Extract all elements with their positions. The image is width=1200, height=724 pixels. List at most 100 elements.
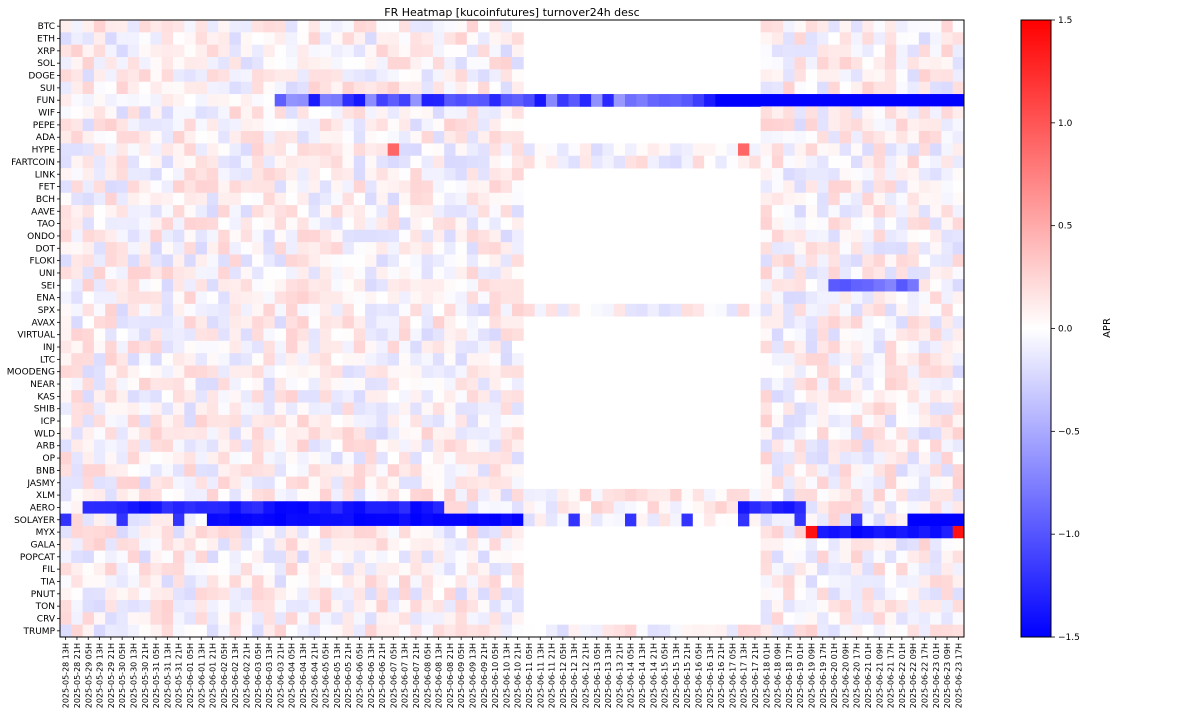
heatmap-cell bbox=[150, 131, 163, 144]
heatmap-cell bbox=[862, 402, 874, 416]
heatmap-cell bbox=[229, 587, 242, 601]
heatmap-cell bbox=[930, 451, 942, 465]
heatmap-cell bbox=[127, 402, 140, 416]
heatmap-cell bbox=[500, 525, 513, 539]
heatmap-cell bbox=[116, 550, 129, 564]
x-tick-label: 2025-06-13 05H bbox=[593, 643, 602, 708]
heatmap-cell bbox=[918, 192, 931, 206]
heatmap-cell bbox=[489, 242, 502, 255]
heatmap-cell bbox=[930, 57, 942, 70]
heatmap-cell bbox=[500, 20, 513, 33]
heatmap-cell bbox=[127, 69, 140, 83]
heatmap-cell bbox=[365, 180, 377, 194]
heatmap-cell bbox=[252, 402, 264, 416]
heatmap-cell bbox=[828, 217, 841, 231]
heatmap-cell bbox=[387, 106, 400, 120]
heatmap-cell bbox=[884, 118, 897, 132]
heatmap-cell bbox=[783, 81, 795, 95]
heatmap-cell bbox=[240, 402, 253, 416]
heatmap-cell bbox=[150, 488, 163, 502]
heatmap-cell bbox=[817, 353, 829, 366]
heatmap-cell bbox=[139, 217, 151, 231]
heatmap-cell bbox=[263, 550, 276, 564]
heatmap-cell bbox=[399, 217, 411, 231]
heatmap-cell bbox=[771, 32, 784, 46]
heatmap-cell bbox=[139, 538, 151, 552]
heatmap-cell bbox=[421, 20, 434, 33]
heatmap-cell bbox=[421, 476, 434, 490]
heatmap-cell bbox=[512, 599, 524, 613]
heatmap-cell bbox=[93, 513, 106, 527]
x-tick-label: 2025-06-13 21H bbox=[615, 643, 624, 708]
heatmap-cell bbox=[862, 32, 874, 46]
heatmap-cell bbox=[828, 254, 841, 268]
heatmap-cell bbox=[127, 488, 140, 502]
heatmap-cell bbox=[760, 476, 773, 490]
heatmap-cell bbox=[195, 81, 208, 95]
heatmap-cell bbox=[873, 365, 886, 379]
x-tick-label: 2025-06-15 05H bbox=[661, 643, 670, 708]
heatmap-cell bbox=[116, 81, 129, 95]
heatmap-cell bbox=[862, 538, 874, 552]
heatmap-cell bbox=[444, 365, 456, 379]
heatmap-cell bbox=[783, 131, 795, 144]
heatmap-cell bbox=[150, 81, 163, 95]
heatmap-cell bbox=[161, 513, 174, 527]
heatmap-cell bbox=[512, 501, 524, 514]
heatmap-cell bbox=[206, 192, 219, 206]
heatmap-cell bbox=[60, 242, 72, 255]
heatmap-cell bbox=[952, 587, 965, 601]
heatmap-cell bbox=[421, 44, 434, 58]
heatmap-cell bbox=[229, 32, 242, 46]
heatmap-cell bbox=[896, 81, 908, 95]
heatmap-cell bbox=[512, 575, 524, 589]
heatmap-cell bbox=[376, 562, 389, 576]
heatmap-cell bbox=[206, 501, 219, 514]
heatmap-cell bbox=[670, 303, 682, 317]
heatmap-cell bbox=[342, 599, 355, 613]
heatmap-cell bbox=[771, 439, 784, 453]
heatmap-cell bbox=[828, 192, 841, 206]
heatmap-cell bbox=[896, 612, 908, 626]
y-tick-label: FIL bbox=[42, 565, 55, 575]
heatmap-cell bbox=[466, 476, 479, 490]
heatmap-cell bbox=[105, 390, 117, 403]
heatmap-cell bbox=[139, 476, 151, 490]
heatmap-cell bbox=[365, 427, 377, 440]
heatmap-cell bbox=[274, 501, 287, 514]
heatmap-cell bbox=[489, 217, 502, 231]
heatmap-cell bbox=[896, 254, 908, 268]
heatmap-cell bbox=[760, 316, 773, 329]
heatmap-cell bbox=[218, 254, 230, 268]
heatmap-cell bbox=[342, 57, 355, 70]
y-tick-label: AAVE bbox=[31, 207, 55, 217]
heatmap-cell bbox=[410, 538, 422, 552]
heatmap-cell bbox=[353, 44, 366, 58]
heatmap-cell bbox=[297, 599, 309, 613]
heatmap-cell bbox=[500, 587, 513, 601]
heatmap-cell bbox=[602, 303, 615, 317]
heatmap-cell bbox=[252, 242, 264, 255]
y-tick-label: ONDO bbox=[27, 232, 55, 242]
heatmap-cell bbox=[839, 69, 852, 83]
heatmap-cell bbox=[297, 427, 309, 440]
heatmap-cell bbox=[365, 205, 377, 218]
heatmap-cell bbox=[184, 340, 196, 354]
heatmap-cell bbox=[478, 550, 490, 564]
heatmap-cell bbox=[286, 427, 298, 440]
heatmap-cell bbox=[884, 106, 897, 120]
heatmap-cell bbox=[240, 180, 253, 194]
colorbar-tick-label: 1.0 bbox=[1058, 119, 1073, 129]
x-tick-label: 2025-05-28 21H bbox=[73, 643, 82, 708]
heatmap-cell bbox=[376, 242, 389, 255]
heatmap-cell bbox=[206, 427, 219, 440]
heatmap-cell bbox=[873, 488, 886, 502]
heatmap-cell bbox=[319, 217, 332, 231]
heatmap-cell bbox=[150, 254, 163, 268]
heatmap-cell bbox=[127, 328, 140, 342]
heatmap-cell bbox=[873, 402, 886, 416]
heatmap-cell bbox=[82, 143, 95, 157]
heatmap-cell bbox=[399, 476, 411, 490]
heatmap-cell bbox=[783, 254, 795, 268]
heatmap-cell bbox=[319, 439, 332, 453]
